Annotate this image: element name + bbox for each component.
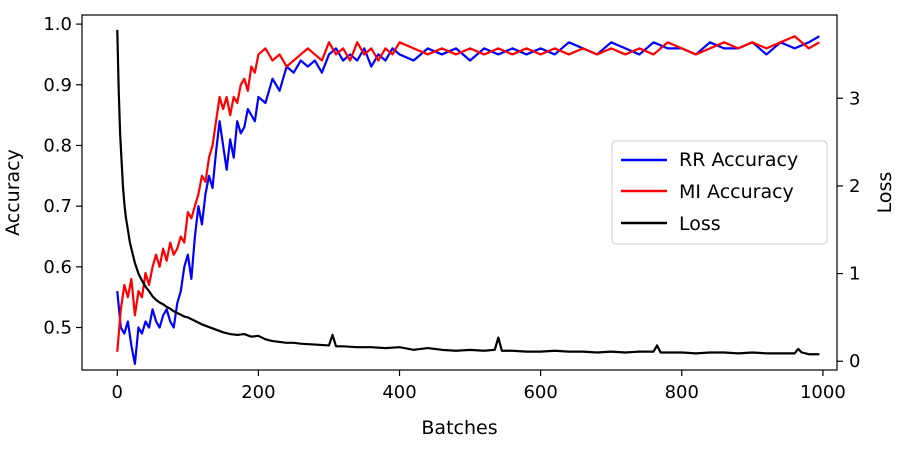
series-layer [116, 29, 820, 366]
legend-label-mi-accuracy: MI Accuracy [679, 181, 794, 203]
x-tick-label: 0 [112, 382, 123, 403]
y2-axis-title: Loss [874, 172, 896, 214]
y-axis-title: Accuracy [2, 149, 24, 236]
series-line-loss [116, 29, 820, 356]
y-tick-label: 1.0 [43, 14, 72, 35]
x-tick-label: 600 [523, 382, 557, 403]
x-tick-label: 800 [665, 382, 699, 403]
y-tick-label: 0.8 [43, 135, 72, 156]
x-tick-label: 1000 [800, 382, 846, 403]
y-axis-left: 0.5 0.6 0.7 0.8 0.9 1.0 [43, 14, 82, 339]
legend: RR Accuracy MI Accuracy Loss [611, 140, 828, 245]
y2-tick-label: 3 [849, 88, 860, 109]
y2-tick-label: 1 [849, 264, 860, 285]
y-tick-label: 0.5 [43, 318, 72, 339]
y-tick-label: 0.6 [43, 257, 72, 278]
plot-frame [81, 14, 838, 371]
x-axis-title: Batches [421, 417, 497, 439]
plot-border [81, 14, 838, 371]
legend-label-rr-accuracy: RR Accuracy [679, 149, 798, 171]
y-tick-label: 0.7 [43, 196, 72, 217]
legend-box [611, 140, 828, 245]
legend-label-loss: Loss [679, 213, 721, 235]
y2-tick-label: 0 [849, 351, 860, 372]
y2-tick-label: 2 [849, 176, 860, 197]
x-axis: 0 200 400 600 800 1000 [112, 370, 846, 403]
x-tick-label: 200 [241, 382, 275, 403]
series-line-mi-accuracy [116, 35, 820, 352]
y-tick-label: 0.9 [43, 75, 72, 96]
x-tick-label: 400 [382, 382, 416, 403]
y-axis-right: 0 1 2 3 [837, 88, 860, 372]
series-line-rr-accuracy [116, 35, 820, 366]
